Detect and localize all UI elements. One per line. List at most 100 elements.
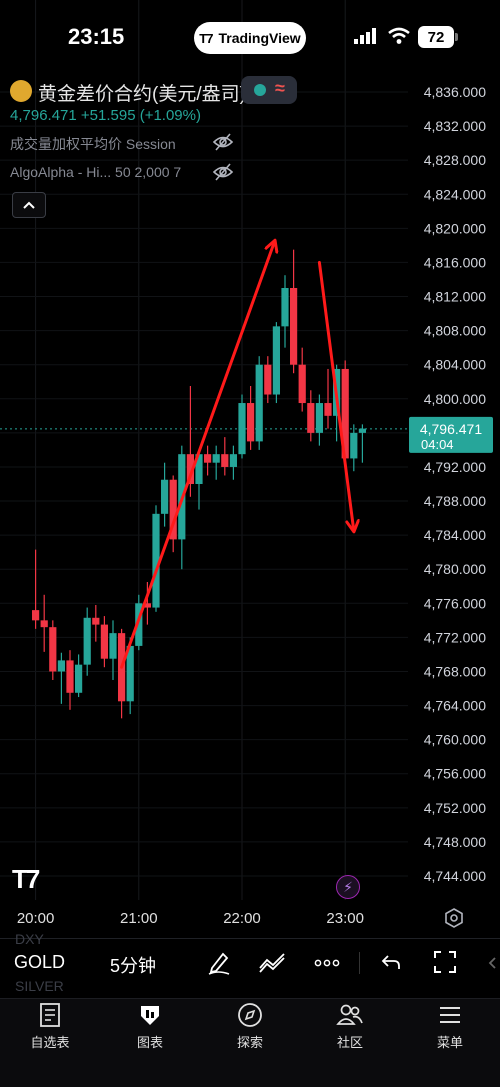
interval-selector[interactable]: 5分钟 <box>110 956 157 976</box>
toolbar-separator <box>359 952 360 974</box>
candle-body <box>126 645 134 702</box>
symbol-current[interactable]: GOLD <box>14 952 66 972</box>
battery-indicator: 72 <box>418 26 454 48</box>
tradingview-pill-label: TradingView <box>218 30 301 46</box>
indicator-algoalpha-label[interactable]: AlgoAlpha - Hi... 50 2,000 7 <box>10 164 182 180</box>
price-tick-label: 4,784.000 <box>424 527 486 543</box>
candle-body <box>49 627 57 672</box>
time-tick-label: 21:00 <box>120 910 158 927</box>
price-tick-label: 4,776.000 <box>424 595 486 611</box>
candle-body <box>341 368 349 459</box>
candle-body <box>315 403 323 433</box>
candle-body <box>281 288 289 327</box>
indicators-icon[interactable] <box>258 950 286 976</box>
candle <box>143 582 151 625</box>
price-tick-label: 4,824.000 <box>424 186 486 202</box>
price-tick-label: 4,780.000 <box>424 561 486 577</box>
candle <box>264 356 272 404</box>
nav-chart[interactable]: 图表 <box>100 1000 200 1060</box>
price-tick-label: 4,768.000 <box>424 663 486 679</box>
flash-icon[interactable]: ⚡ <box>336 875 360 899</box>
candle <box>75 654 83 698</box>
chart-settings-icon[interactable] <box>444 908 464 928</box>
nav-explore[interactable]: 探索 <box>200 1000 300 1060</box>
candle-body <box>57 660 65 672</box>
wave-icon: ≈ <box>275 78 285 98</box>
candle <box>66 650 74 710</box>
time-tick-label: 23:00 <box>326 910 364 927</box>
candle <box>161 462 169 527</box>
collapse-indicators-button[interactable] <box>12 192 46 218</box>
community-icon <box>336 1004 363 1025</box>
symbol-next[interactable]: SILVER <box>15 978 64 994</box>
eye-hidden-icon[interactable] <box>212 131 234 153</box>
time-axis: 20:00 21:00 22:00 23:00 <box>17 910 364 927</box>
candle-body <box>100 624 108 659</box>
tradingview-logo-icon: T7 <box>199 30 213 46</box>
candle-body <box>169 479 177 540</box>
current-price-label: 4,796.471 <box>420 421 482 437</box>
chart-icon <box>141 1006 159 1025</box>
price-tick-label: 4,816.000 <box>424 254 486 270</box>
price-chart[interactable]: 4,836.000 4,832.000 4,828.000 4,824.000 4,82… <box>0 0 500 938</box>
symbol-prev[interactable]: DXY <box>15 931 44 947</box>
nav-watchlist[interactable]: 自选表 <box>0 1000 100 1060</box>
symbol-name[interactable]: 黄金差价合约(美元/盎司) <box>38 84 246 105</box>
candle <box>100 616 108 668</box>
undo-icon[interactable] <box>380 950 402 974</box>
nav-explore-label: 探索 <box>236 1035 263 1050</box>
candle-body <box>290 288 298 365</box>
menu-icon <box>440 1007 460 1023</box>
candle-body <box>75 664 83 693</box>
nav-chart-label: 图表 <box>136 1035 163 1050</box>
price-change-line: 4,796.471 +51.595 (+1.09%) <box>10 107 201 124</box>
price-tick-label: 4,832.000 <box>424 118 486 134</box>
trend-arrow <box>317 260 353 530</box>
candle-body <box>143 603 151 608</box>
price-tick-label: 4,772.000 <box>424 629 486 645</box>
candle-body <box>40 620 48 628</box>
candle <box>272 322 280 404</box>
candle-body <box>32 610 40 621</box>
candle-body <box>255 364 263 442</box>
candle <box>315 394 323 446</box>
candle <box>221 437 229 476</box>
candle-body <box>195 454 203 484</box>
indicator-vwap-label[interactable]: 成交量加权平均价 Session <box>10 136 176 152</box>
candle-body <box>152 513 160 608</box>
candle <box>83 607 91 676</box>
nav-watchlist-label: 自选表 <box>30 1035 70 1050</box>
candle <box>290 249 298 374</box>
cellular-signal-icon <box>354 28 376 44</box>
price-tick-label: 4,836.000 <box>424 84 486 100</box>
candle <box>126 637 134 715</box>
candle <box>118 628 126 719</box>
chart-mode-toggle[interactable] <box>241 76 297 104</box>
price-tick-label: 4,812.000 <box>424 289 486 305</box>
candle <box>324 368 332 429</box>
price-tick-label: 4,788.000 <box>424 493 486 509</box>
candle <box>238 394 246 459</box>
eye-hidden-icon[interactable] <box>212 161 234 183</box>
tradingview-pill[interactable]: T7 TradingView <box>194 22 306 54</box>
fullscreen-icon[interactable] <box>433 950 457 974</box>
nav-menu[interactable]: 菜单 <box>400 1000 500 1060</box>
market-open-dot-icon <box>254 84 266 96</box>
toolbar-divider <box>0 938 500 939</box>
candle-body <box>135 603 143 646</box>
drawing-pen-icon[interactable] <box>206 950 232 976</box>
candle-body <box>298 364 306 404</box>
price-tick-label: 4,748.000 <box>424 834 486 850</box>
candle <box>212 445 220 480</box>
gold-symbol-icon <box>10 80 32 102</box>
candle <box>247 386 255 450</box>
price-axis: 4,836.000 4,832.000 4,828.000 4,824.000 4,82… <box>424 84 486 884</box>
candle <box>57 652 65 704</box>
chevron-up-icon <box>23 201 35 209</box>
candle-body <box>324 403 332 416</box>
more-options-icon[interactable] <box>314 958 340 968</box>
candle-body <box>161 479 169 514</box>
candle-body <box>358 428 366 433</box>
nav-community[interactable]: 社区 <box>300 1000 400 1060</box>
candle-body <box>238 403 246 455</box>
